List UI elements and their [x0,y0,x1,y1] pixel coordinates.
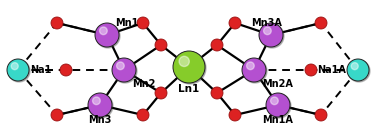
Circle shape [96,24,120,48]
Circle shape [271,97,278,105]
Circle shape [155,87,167,99]
Text: Mn1A: Mn1A [263,115,293,125]
Circle shape [211,87,223,99]
Text: Mn1: Mn1 [115,18,138,28]
Circle shape [60,64,72,76]
Text: Mn3: Mn3 [88,115,112,125]
Circle shape [259,23,283,47]
Circle shape [113,59,137,83]
Circle shape [267,94,291,118]
Circle shape [315,109,327,121]
Circle shape [246,62,254,70]
Circle shape [347,59,369,81]
Circle shape [99,27,107,35]
Circle shape [260,24,284,48]
Circle shape [137,17,149,29]
Circle shape [89,94,113,118]
Circle shape [155,39,167,51]
Circle shape [211,39,223,51]
Text: Mn2: Mn2 [132,79,155,89]
Circle shape [51,109,63,121]
Circle shape [229,109,241,121]
Circle shape [116,62,124,70]
Text: Ln1: Ln1 [178,84,200,94]
Text: Mn3A: Mn3A [252,18,282,28]
Circle shape [263,27,271,35]
Circle shape [266,93,290,117]
Circle shape [8,60,30,82]
Circle shape [315,17,327,29]
Circle shape [229,17,241,29]
Circle shape [174,52,206,84]
Circle shape [348,60,370,82]
Circle shape [243,59,267,83]
Text: Mn2A: Mn2A [262,79,293,89]
Circle shape [93,97,100,105]
Circle shape [137,109,149,121]
Circle shape [242,58,266,82]
Circle shape [305,64,317,76]
Circle shape [95,23,119,47]
Circle shape [351,63,358,70]
Circle shape [173,51,205,83]
Circle shape [51,17,63,29]
Circle shape [88,93,112,117]
Text: Na1: Na1 [30,65,51,75]
Circle shape [112,58,136,82]
Text: Na1A: Na1A [317,65,346,75]
Circle shape [179,56,189,67]
Circle shape [7,59,29,81]
Circle shape [11,63,18,70]
